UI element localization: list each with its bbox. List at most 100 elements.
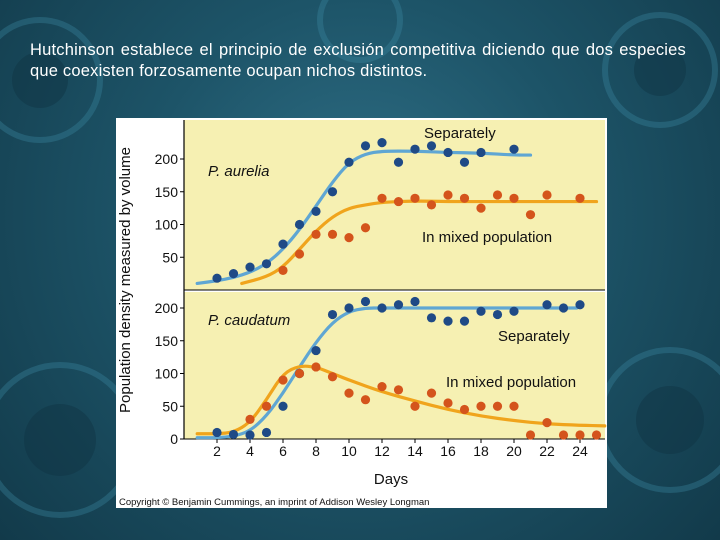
x-tick-label: 12: [374, 443, 390, 459]
caudatum-mixed-point: [459, 404, 470, 415]
aurelia-separately-point: [410, 144, 420, 154]
y-tick-label: 100: [155, 366, 179, 382]
x-tick-label: 8: [312, 443, 320, 459]
aurelia-mixed-point: [492, 190, 503, 200]
x-tick-label: 22: [539, 443, 555, 459]
x-tick-label: 4: [246, 443, 254, 459]
caudatum-separately-point: [311, 345, 321, 356]
aurelia-separately-point: [360, 141, 371, 151]
aurelia-separately-point: [261, 259, 272, 269]
caudatum-separately-point: [476, 306, 486, 316]
aurelia-mixed-point: [377, 193, 387, 203]
aurelia-separately-point: [311, 206, 321, 216]
y-tick-label: 150: [155, 333, 179, 349]
aurelia-mixed-point: [344, 233, 354, 243]
panel-aurelia-label-mixed: In mixed population: [422, 229, 552, 246]
y-tick-label: 50: [162, 249, 178, 265]
caudatum-mixed-point: [558, 430, 569, 440]
y-tick-label: 0: [170, 431, 178, 447]
caudatum-mixed-point: [261, 401, 272, 411]
caudatum-mixed-point: [360, 395, 371, 405]
caudatum-separately-point: [426, 313, 437, 323]
x-tick-label: 16: [440, 443, 456, 459]
aurelia-mixed-point: [410, 193, 420, 203]
chart-svg: Population density measured by volume Da…: [117, 120, 607, 508]
aurelia-mixed-point: [278, 265, 288, 275]
y-tick-label: 200: [155, 151, 179, 167]
y-tick-label: 100: [155, 217, 179, 233]
panel-caudatum-label-separately: Separately: [498, 328, 570, 345]
panel-caudatum-label-mixed: In mixed population: [446, 374, 576, 391]
caudatum-mixed-point: [245, 414, 255, 424]
figure-population-growth: Population density measured by volume Da…: [116, 118, 607, 508]
caudatum-separately-point: [278, 401, 288, 411]
caudatum-mixed-point: [509, 401, 519, 411]
aurelia-mixed-point: [509, 193, 519, 203]
caudatum-mixed-point: [426, 388, 437, 398]
panel-aurelia-background: [184, 120, 605, 290]
x-tick-label: 18: [473, 443, 489, 459]
aurelia-mixed-point: [542, 190, 552, 200]
aurelia-separately-point: [459, 157, 470, 167]
caudatum-mixed-point: [525, 430, 536, 440]
y-tick-label: 200: [155, 300, 179, 316]
aurelia-mixed-point: [476, 203, 486, 213]
caudatum-separately-point: [492, 309, 503, 320]
aurelia-mixed-point: [294, 249, 305, 259]
caudatum-separately-point: [459, 316, 470, 326]
caudatum-mixed-point: [492, 401, 503, 411]
y-axis-title: Population density measured by volume: [117, 147, 134, 413]
x-tick-label: 24: [572, 443, 588, 459]
caudatum-separately-point: [360, 296, 371, 307]
aurelia-mixed-point: [575, 193, 585, 203]
aurelia-separately-point: [426, 141, 437, 151]
caudatum-separately-point: [509, 306, 519, 316]
caudatum-separately-point: [327, 309, 338, 320]
caudatum-mixed-point: [443, 398, 453, 408]
caudatum-separately-curve: [195, 306, 579, 440]
caudatum-mixed-point: [591, 430, 602, 440]
caudatum-mixed-point: [410, 401, 420, 411]
x-tick-label: 10: [341, 443, 357, 459]
caudatum-mixed-point: [542, 418, 552, 428]
caudatum-separately-point: [443, 316, 453, 326]
aurelia-separately-point: [377, 138, 387, 148]
aurelia-mixed-point: [459, 193, 470, 203]
aurelia-separately-point: [509, 144, 519, 154]
panel-caudatum-title: P. caudatum: [208, 312, 290, 329]
panel-aurelia-title: P. aurelia: [208, 163, 269, 180]
caudatum-separately-point: [393, 300, 404, 310]
y-tick-label: 150: [155, 184, 179, 200]
caudatum-mixed-point: [278, 375, 288, 385]
caudatum-separately-point: [575, 300, 585, 310]
aurelia-separately-point: [294, 219, 305, 230]
aurelia-mixed-point: [360, 223, 371, 233]
caudatum-separately-point: [228, 429, 239, 440]
aurelia-separately-point: [327, 187, 338, 197]
aurelia-separately-point: [443, 147, 453, 158]
aurelia-separately-point: [245, 262, 255, 272]
aurelia-mixed-point: [443, 190, 453, 200]
caudatum-mixed-point: [575, 430, 585, 440]
caudatum-mixed-point: [377, 382, 387, 392]
x-tick-label: 20: [506, 443, 522, 459]
copyright-text: Copyright © Benjamin Cummings, an imprin…: [119, 497, 429, 508]
caudatum-mixed-point: [294, 368, 305, 379]
aurelia-mixed-point: [311, 229, 321, 239]
caudatum-separately-point: [245, 430, 255, 440]
aurelia-separately-point: [476, 147, 486, 158]
aurelia-separately-point: [212, 273, 222, 283]
caudatum-separately-point: [558, 303, 569, 313]
y-tick-label: 50: [162, 398, 178, 414]
aurelia-mixed-point: [393, 196, 404, 207]
aurelia-separately-point: [228, 269, 239, 279]
caudatum-mixed-point: [311, 362, 321, 372]
caudatum-separately-point: [377, 303, 387, 313]
caudatum-separately-point: [410, 296, 420, 307]
caudatum-mixed-point: [344, 388, 354, 398]
caudatum-mixed-point: [393, 385, 404, 395]
caudatum-separately-point: [542, 300, 552, 310]
aurelia-mixed-point: [426, 200, 437, 210]
caudatum-separately-point: [261, 427, 272, 438]
